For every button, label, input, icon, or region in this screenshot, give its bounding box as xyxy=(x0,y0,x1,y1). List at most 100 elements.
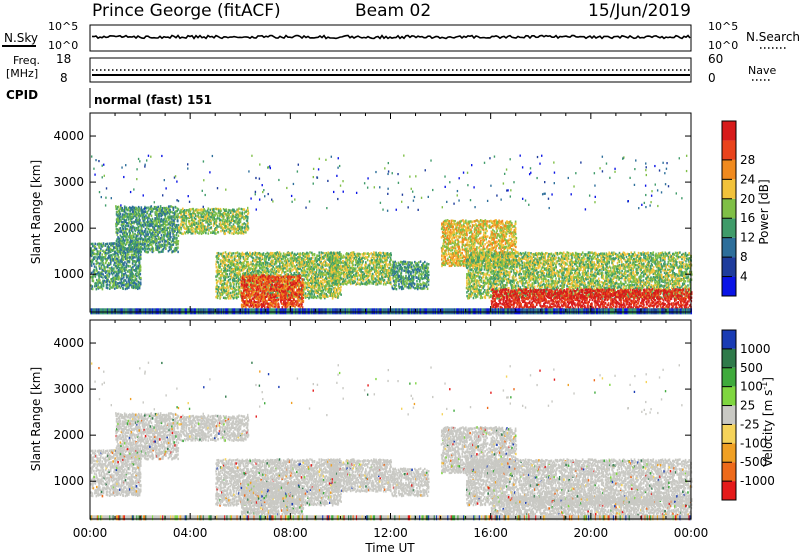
echo-cell xyxy=(327,290,329,293)
echo-cell xyxy=(152,247,154,250)
echo-cell xyxy=(193,218,196,222)
echo-cell xyxy=(315,276,317,279)
echo-cell xyxy=(274,261,277,264)
echo-cell xyxy=(247,279,250,282)
echo-cell xyxy=(102,281,105,284)
echo-cell xyxy=(243,300,246,303)
echo-cell xyxy=(191,223,193,226)
echo-cell xyxy=(324,295,326,299)
echo-cell xyxy=(288,267,291,271)
echo-cell xyxy=(238,271,241,274)
echo-cell xyxy=(250,277,253,281)
echo-cell xyxy=(104,275,107,278)
echo-cell xyxy=(130,243,132,247)
echo-cell xyxy=(250,267,252,270)
echo-cell xyxy=(252,287,254,291)
echo-cell xyxy=(106,258,108,262)
echo-cell xyxy=(245,215,247,218)
echo-cell xyxy=(93,285,96,288)
echo-cell xyxy=(117,272,120,275)
echo-cell xyxy=(128,286,130,289)
echo-cell xyxy=(224,296,226,300)
echo-cell xyxy=(227,225,229,229)
echo-cell xyxy=(113,256,116,259)
echo-cell xyxy=(325,275,328,278)
echo-cell xyxy=(104,251,107,255)
echo-cell xyxy=(232,297,235,300)
echo-cell xyxy=(186,217,189,220)
echo-cell xyxy=(196,210,199,214)
echo-cell xyxy=(225,288,228,291)
echo-cell xyxy=(290,283,292,286)
echo-cell xyxy=(288,282,290,285)
echo-cell xyxy=(108,270,111,273)
echo-cell xyxy=(243,272,245,275)
echo-cell xyxy=(237,225,239,228)
echo-cell xyxy=(255,262,258,266)
echo-cell xyxy=(215,266,218,269)
echo-cell xyxy=(241,231,244,235)
echo-cell xyxy=(112,253,114,256)
echo-cell xyxy=(325,267,328,271)
echo-cell xyxy=(244,273,246,276)
echo-cell xyxy=(158,225,160,228)
echo-cell xyxy=(284,259,287,263)
echo-cell xyxy=(120,259,122,262)
echo-cell xyxy=(121,226,124,229)
echo-cell xyxy=(127,279,130,282)
echo-cell xyxy=(105,242,107,246)
echo-cell xyxy=(139,237,142,241)
echo-cell xyxy=(115,245,117,249)
echo-cell xyxy=(244,289,246,293)
echo-cell xyxy=(245,265,248,269)
echo-cell xyxy=(182,220,184,223)
echo-cell xyxy=(227,297,230,300)
echo-cell xyxy=(117,272,119,275)
echo-cell xyxy=(94,275,97,278)
echo-cell xyxy=(218,254,220,257)
echo-cell xyxy=(160,227,163,231)
echo-cell xyxy=(178,216,181,219)
echo-cell xyxy=(194,225,197,229)
echo-cell xyxy=(133,268,136,272)
echo-cell xyxy=(247,212,250,215)
echo-cell xyxy=(312,269,314,273)
echo-cell xyxy=(323,260,325,264)
echo-cell xyxy=(327,279,330,283)
echo-cell xyxy=(99,274,101,277)
echo-cell xyxy=(137,283,139,286)
echo-cell xyxy=(298,276,301,280)
echo-cell xyxy=(223,211,226,214)
echo-cell xyxy=(171,218,173,221)
echo-cell xyxy=(97,285,100,289)
echo-cell xyxy=(266,269,269,273)
echo-cell xyxy=(301,256,303,260)
echo-cell xyxy=(117,254,119,257)
echo-cell xyxy=(192,219,194,223)
echo-cell xyxy=(265,267,267,270)
echo-cell xyxy=(212,224,215,227)
echo-cell xyxy=(161,236,163,239)
echo-cell xyxy=(252,274,255,277)
echo-cell xyxy=(226,284,228,287)
echo-cell xyxy=(221,254,223,257)
echo-cell xyxy=(195,221,198,225)
echo-cell xyxy=(302,254,305,257)
echo-cell xyxy=(315,289,318,293)
echo-cell xyxy=(110,269,113,273)
echo-cell xyxy=(252,264,254,267)
echo-cell xyxy=(297,257,300,261)
echo-cell xyxy=(117,268,120,272)
echo-cell xyxy=(236,263,238,266)
echo-cell xyxy=(277,257,279,260)
echo-cell xyxy=(115,207,118,210)
echo-cell xyxy=(120,206,123,210)
echo-cell xyxy=(90,287,93,290)
echo-cell xyxy=(123,241,125,244)
echo-cell xyxy=(196,230,199,233)
echo-cell xyxy=(254,269,256,272)
echo-cell xyxy=(183,222,186,225)
echo-cell xyxy=(307,267,310,270)
echo-cell xyxy=(155,248,158,252)
echo-cell xyxy=(222,229,224,232)
